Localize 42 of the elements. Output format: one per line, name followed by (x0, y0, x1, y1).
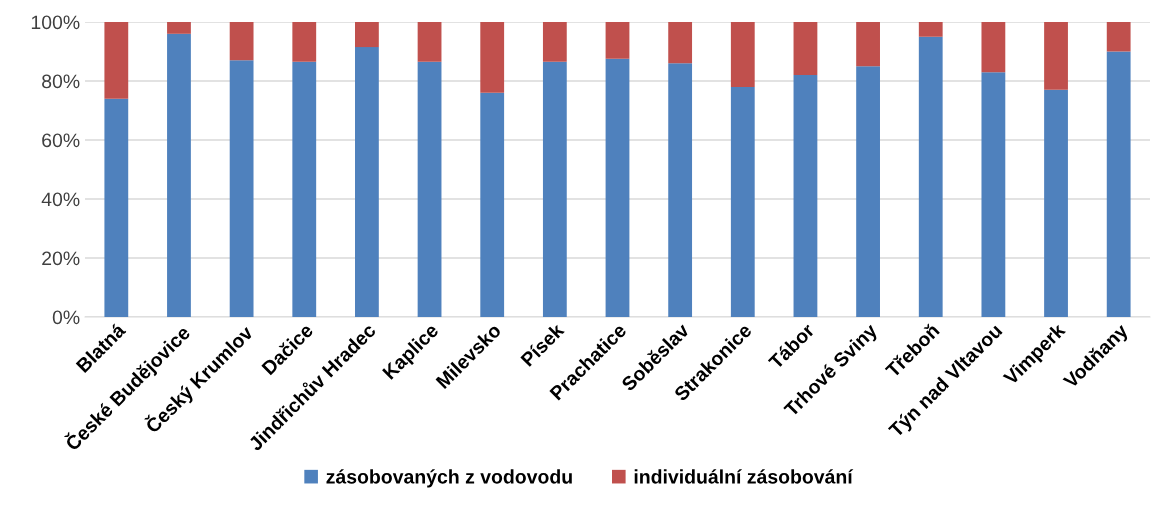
bar (918, 36, 943, 317)
bar (1106, 51, 1131, 317)
bar (480, 22, 505, 93)
bar (605, 22, 630, 59)
bar (856, 22, 880, 67)
bar (355, 47, 379, 317)
bar (668, 63, 693, 317)
bar (542, 61, 567, 317)
bar (730, 86, 755, 317)
bar (542, 22, 567, 62)
bar (417, 22, 442, 62)
bar (167, 33, 191, 317)
bar (793, 75, 818, 317)
bar (668, 22, 693, 64)
y-tick-label: 100% (31, 15, 80, 30)
legend-label: zásobovaných z vodovodu (326, 469, 572, 488)
bar (981, 22, 1006, 73)
y-tick-label: 20% (42, 251, 80, 266)
bar (229, 22, 254, 61)
bar (1106, 22, 1131, 52)
y-tick-label: 60% (42, 133, 80, 148)
bar (104, 22, 129, 99)
y-tick-label: 80% (42, 74, 80, 89)
bar (355, 22, 379, 48)
bar (104, 98, 129, 317)
bar (1044, 89, 1068, 317)
legend-label: individuální zásobování (634, 469, 854, 484)
bar (417, 61, 442, 317)
bar (229, 60, 254, 317)
bar (918, 22, 943, 37)
bar (730, 22, 755, 87)
bar (1044, 22, 1068, 90)
bar (793, 22, 818, 76)
bar (292, 61, 317, 317)
bar (167, 22, 191, 34)
y-tick-label: 0% (52, 310, 80, 325)
bar (480, 92, 505, 317)
bar (856, 66, 880, 317)
y-tick-label: 40% (41, 192, 80, 207)
bar (605, 58, 630, 317)
bar (981, 72, 1006, 317)
bar (292, 22, 317, 62)
